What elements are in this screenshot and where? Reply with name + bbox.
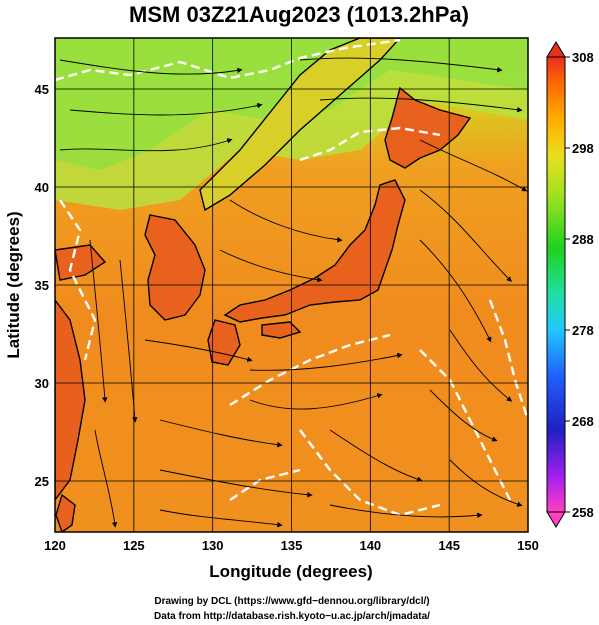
y-tick-label: 40 (35, 180, 49, 195)
colorbar-ticks: 308 298 288 278 268 258 (565, 50, 594, 520)
x-tick-label: 145 (438, 538, 460, 553)
y-ticks: 25 30 35 40 45 (35, 82, 49, 489)
colorbar-bottom-arrow (546, 511, 566, 528)
streamline (94, 429, 118, 528)
x-tick-label: 140 (359, 538, 381, 553)
streamline (249, 393, 383, 410)
kyushu (207, 319, 241, 366)
temperature-contours (55, 38, 528, 517)
taiwan (55, 493, 76, 532)
streamline (69, 102, 263, 116)
streamlines (59, 57, 528, 528)
colorbar-tick-label: 308 (572, 50, 594, 65)
streamline (419, 189, 512, 282)
x-tick-label: 135 (281, 538, 303, 553)
streamline (449, 329, 513, 402)
streamline (159, 469, 313, 498)
colorbar-tick-label: 258 (572, 505, 594, 520)
streamline (419, 139, 528, 192)
x-tick-label: 150 (517, 538, 539, 553)
shandong (55, 244, 107, 281)
streamline (119, 259, 138, 423)
plot-area (55, 38, 528, 532)
honshu (223, 179, 406, 323)
streamline (159, 419, 283, 448)
y-axis-label: Latitude (degrees) (4, 211, 23, 358)
map-title: MSM 03Z21Aug2023 (1013.2hPa) (129, 2, 469, 27)
streamline (59, 138, 233, 152)
colorbar-tick-label: 288 (572, 232, 594, 247)
streamline (229, 199, 343, 243)
streamline (449, 459, 523, 507)
china-coast (55, 298, 86, 502)
streamline (159, 509, 283, 528)
colorbar-tick-label: 298 (572, 141, 594, 156)
streamline (89, 239, 108, 403)
x-tick-label: 130 (202, 538, 224, 553)
y-tick-label: 25 (35, 474, 49, 489)
credit-line-2: Data from http://database.rish.kyoto−u.a… (154, 611, 430, 622)
x-tick-label: 120 (44, 538, 66, 553)
hokkaido (384, 86, 472, 169)
colorbar: 308 298 288 278 268 258 (546, 41, 594, 528)
x-axis-label: Longitude (degrees) (209, 562, 372, 581)
y-tick-label: 35 (35, 278, 49, 293)
streamline (319, 97, 523, 113)
streamline (429, 389, 498, 442)
y-tick-label: 45 (35, 82, 49, 97)
streamline (219, 249, 323, 283)
y-tick-label: 30 (35, 376, 49, 391)
streamline (249, 352, 403, 371)
colorbar-bar (546, 56, 566, 513)
x-tick-label: 125 (123, 538, 145, 553)
streamline (59, 59, 243, 75)
korean-peninsula (144, 214, 206, 321)
shikoku (261, 321, 302, 339)
x-ticks: 120 125 130 135 140 145 150 (44, 538, 539, 553)
primorye-coast (199, 38, 401, 212)
streamline (144, 339, 253, 362)
streamline (329, 429, 423, 482)
colorbar-top-arrow (546, 41, 566, 58)
streamline (419, 239, 492, 343)
plot-frame (54, 37, 529, 533)
colorbar-tick-label: 268 (572, 414, 594, 429)
grid-lines (55, 38, 528, 532)
colorbar-tick-label: 278 (572, 323, 594, 338)
land-masses (55, 38, 472, 532)
streamline (299, 57, 503, 73)
streamline (329, 504, 483, 518)
credit-line-1: Drawing by DCL (https://www.gfd−dennou.o… (154, 596, 429, 607)
